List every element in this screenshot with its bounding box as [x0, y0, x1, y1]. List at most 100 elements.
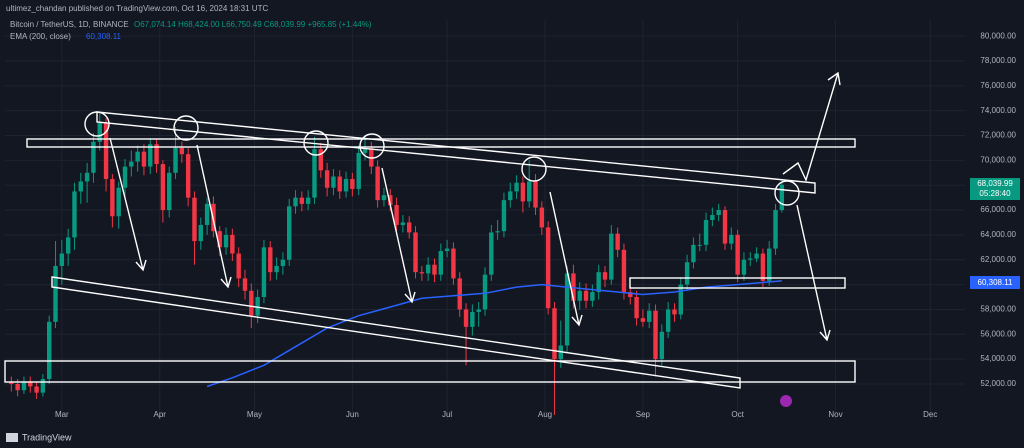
candle-body	[343, 179, 349, 192]
candle-body	[407, 222, 412, 233]
ema-tag-text: 60,308.11	[978, 278, 1014, 287]
candle-body	[640, 318, 646, 322]
candle-body	[268, 247, 273, 273]
x-tick-label: Oct	[731, 410, 744, 419]
candle-body	[457, 278, 462, 310]
candle-body	[97, 123, 102, 142]
candle-body	[65, 237, 71, 254]
candle-body	[665, 309, 671, 332]
candle-body	[451, 248, 456, 279]
candle-body	[684, 262, 690, 285]
candle-body	[400, 222, 406, 225]
candle-body	[293, 197, 298, 207]
candle-body	[204, 203, 210, 225]
candle-body	[230, 234, 235, 254]
circle	[84, 111, 110, 137]
arrow	[109, 137, 147, 272]
candle-body	[432, 264, 437, 275]
candle-body	[659, 331, 665, 360]
ohlc: O67,074.14 H68,424.00 L66,750.49 C68,039…	[134, 20, 372, 29]
arrow	[549, 191, 583, 327]
candle-body	[735, 234, 740, 275]
x-tick-label: Dec	[923, 410, 937, 419]
circle	[774, 180, 800, 206]
candle-body	[135, 151, 140, 162]
candle-body	[72, 191, 77, 238]
candle-body	[350, 179, 355, 189]
candle-body	[167, 172, 172, 211]
candle-body	[59, 253, 65, 266]
candle-body	[564, 273, 570, 346]
candle-body	[362, 147, 368, 153]
circle	[521, 156, 547, 182]
grid	[5, 20, 965, 420]
candle-body	[299, 197, 305, 204]
demand-zone	[4, 360, 856, 383]
candle-body	[122, 166, 128, 188]
candle-body	[583, 290, 589, 301]
candle-body	[482, 274, 488, 310]
y-tick-label: 64,000.00	[980, 230, 1016, 239]
candle-body	[760, 253, 766, 281]
candle-body	[185, 154, 191, 198]
y-tick-label: 54,000.00	[980, 354, 1016, 363]
candle-body	[160, 164, 166, 211]
x-tick-label: Mar	[55, 410, 69, 419]
y-tick-label: 58,000.00	[980, 305, 1016, 314]
candle-body	[305, 197, 311, 204]
candle-body	[501, 200, 507, 232]
candle-body	[47, 321, 52, 380]
candle-body	[15, 383, 20, 391]
candle-body	[217, 231, 222, 248]
circle	[303, 130, 329, 156]
candle-body	[78, 181, 83, 192]
arrows	[109, 71, 841, 342]
candle-body	[40, 379, 46, 393]
candle-body	[356, 152, 361, 189]
countdown: 05:28:40	[979, 189, 1011, 198]
candle-body	[596, 272, 601, 293]
candle-body	[129, 161, 134, 167]
upper-channel	[96, 111, 816, 194]
candle-body	[9, 381, 14, 384]
arrow	[796, 204, 831, 342]
candle-body	[653, 310, 658, 360]
candle-body	[495, 231, 500, 233]
y-tick-label: 70,000.00	[980, 155, 1016, 164]
candle-body	[425, 264, 431, 274]
candle-body	[533, 181, 538, 208]
candle-body	[413, 232, 418, 273]
candle-body	[388, 195, 393, 206]
candle-body	[672, 309, 677, 315]
touch-circles	[84, 111, 800, 206]
resistance-zone	[26, 138, 856, 148]
candle-body	[463, 309, 469, 327]
candle-body	[754, 253, 759, 259]
candle-body	[34, 386, 39, 393]
arrow	[381, 167, 416, 304]
candle-body	[198, 224, 203, 242]
circle	[359, 133, 385, 159]
candle-body	[148, 144, 153, 167]
event-icon[interactable]	[780, 395, 792, 407]
candle-body	[84, 172, 90, 182]
candle-body	[773, 210, 778, 249]
candle-body	[381, 195, 387, 201]
ema-line	[206, 280, 782, 388]
x-tick-label: Nov	[828, 410, 842, 419]
price-tag-text: 68,039.99	[977, 179, 1013, 188]
candle-body	[242, 278, 248, 291]
candle-body	[192, 197, 197, 242]
candle-body	[280, 259, 286, 266]
candle-body	[53, 265, 58, 322]
candle-body	[710, 215, 715, 220]
candle-body	[691, 244, 696, 263]
candle-body	[255, 297, 260, 316]
candle-body	[602, 272, 608, 280]
y-tick-label: 56,000.00	[980, 329, 1016, 338]
y-tick-label: 62,000.00	[980, 255, 1016, 264]
x-tick-label: Aug	[538, 410, 552, 419]
candle-body	[716, 210, 721, 216]
candle-body	[628, 292, 633, 298]
